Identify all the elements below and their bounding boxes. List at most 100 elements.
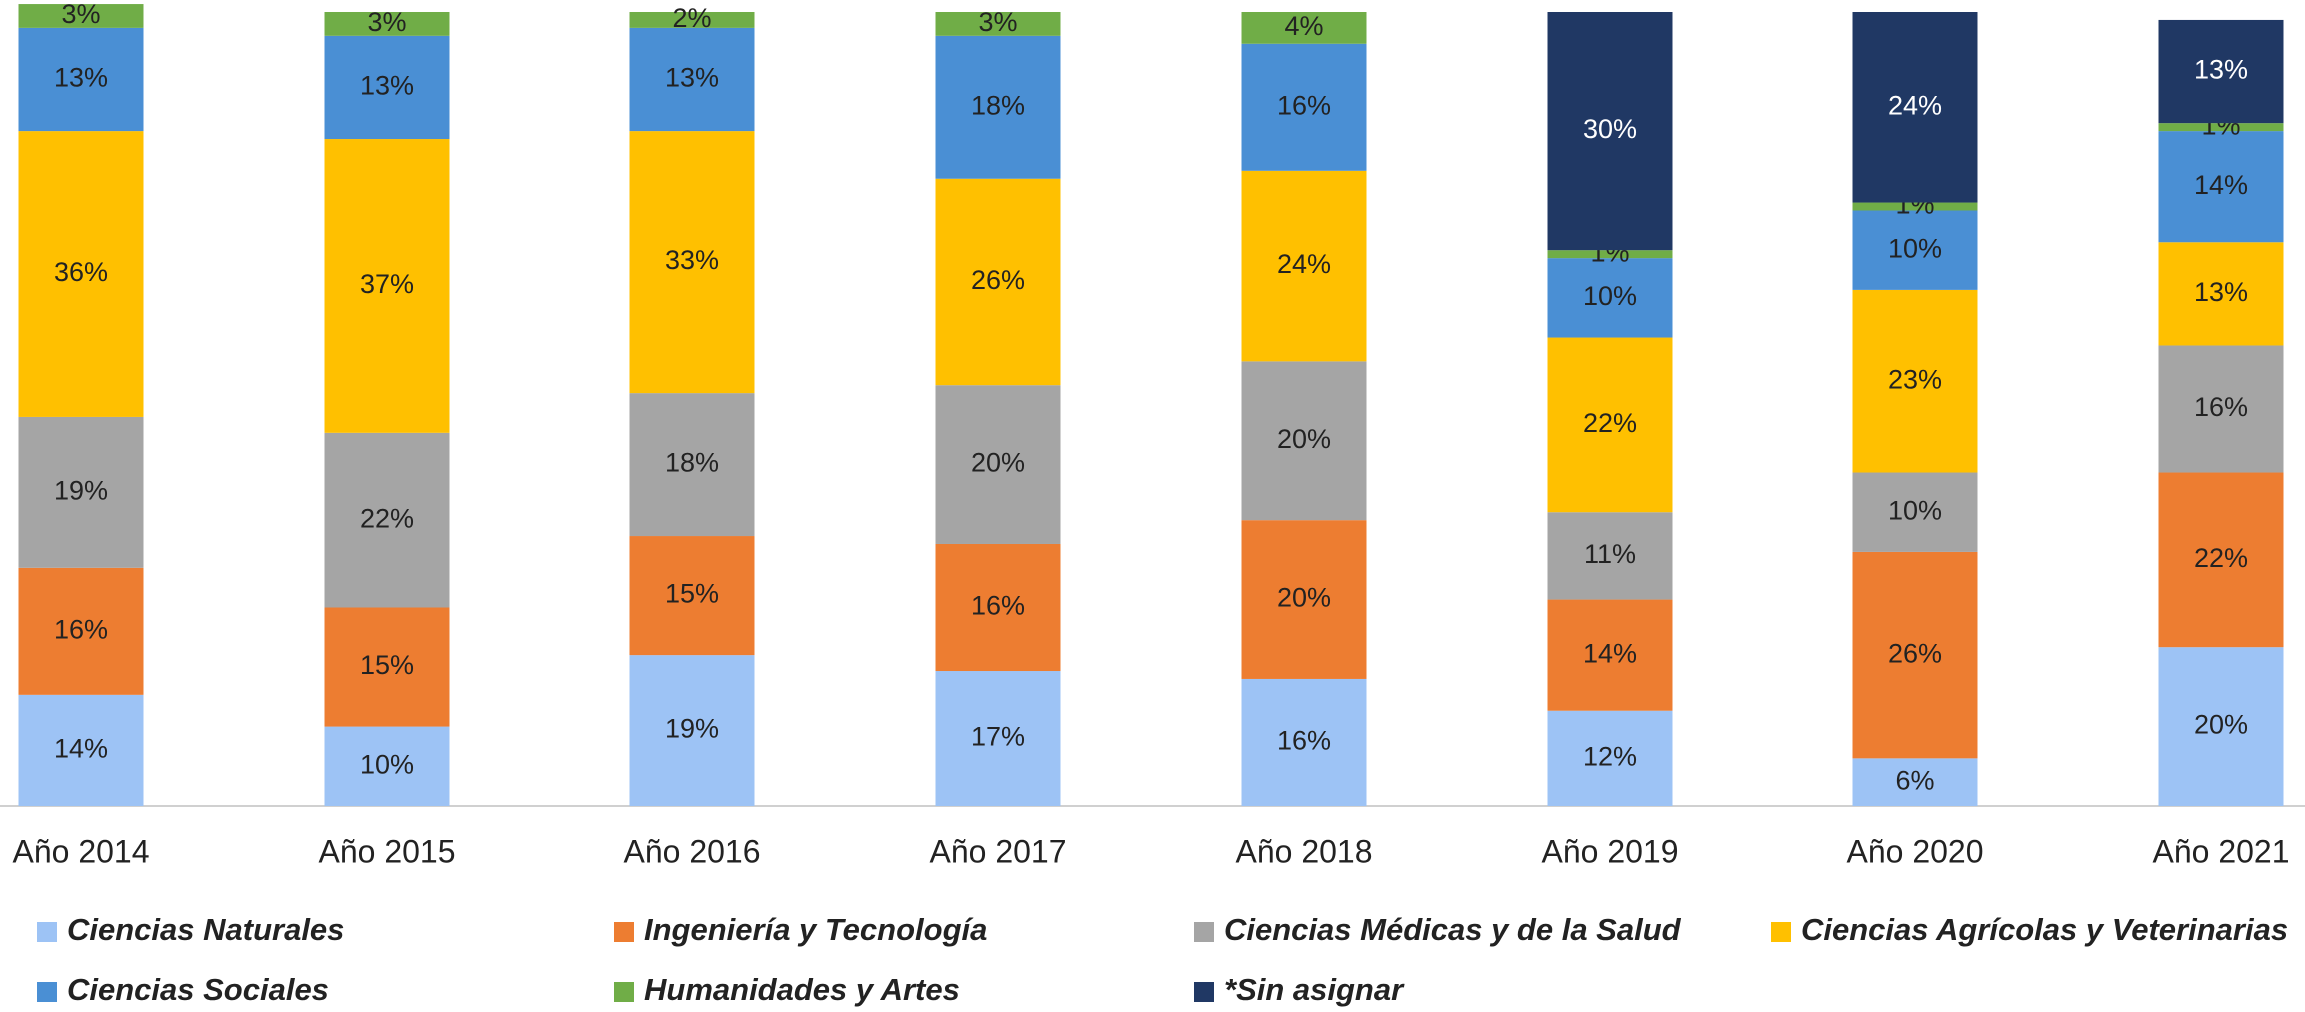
data-label: 20% <box>1277 424 1331 454</box>
bar-segment <box>935 671 1061 806</box>
data-label: 36% <box>54 257 108 287</box>
data-label: 37% <box>360 269 414 299</box>
bar-segment <box>1241 43 1367 171</box>
bar-segment <box>629 12 755 28</box>
bar-segment <box>629 536 755 656</box>
data-label: 3% <box>367 7 406 37</box>
data-label: 16% <box>1277 726 1331 756</box>
bar-segment <box>935 543 1061 672</box>
bar-segment <box>324 12 450 36</box>
data-label: 3% <box>61 0 100 29</box>
legend-swatch <box>37 982 57 1002</box>
data-label: 3% <box>978 7 1017 37</box>
legend-label: Ciencias Sociales <box>67 972 329 1007</box>
legend-label: Ciencias Médicas y de la Salud <box>1224 912 1682 947</box>
legend-swatch <box>1771 922 1791 942</box>
bar-segment <box>629 27 755 132</box>
data-label: 18% <box>665 448 719 478</box>
bar-segment <box>2158 242 2284 346</box>
bar-segment <box>324 432 450 608</box>
legend-label: Ciencias Naturales <box>67 912 344 947</box>
data-label: 22% <box>360 503 414 533</box>
data-label: 19% <box>54 475 108 505</box>
bar-segment <box>1852 202 1978 211</box>
data-label: 22% <box>1583 408 1637 438</box>
legend-swatch <box>614 922 634 942</box>
data-label: 13% <box>2194 55 2248 85</box>
data-label: 6% <box>1895 765 1934 795</box>
data-label: 18% <box>971 90 1025 120</box>
bar-segment <box>629 131 755 394</box>
legend-label: Ingeniería y Tecnología <box>644 912 987 947</box>
data-label: 10% <box>360 749 414 779</box>
bar-segment <box>324 35 450 140</box>
x-tick-label: Año 2017 <box>929 833 1066 869</box>
bar-segment <box>1241 12 1367 44</box>
bar-segment <box>935 385 1061 544</box>
bar-segment <box>1241 678 1367 806</box>
legend-swatch <box>1194 982 1214 1002</box>
bar-segment <box>935 35 1061 179</box>
bar-segment <box>18 567 144 695</box>
data-label: 14% <box>2194 170 2248 200</box>
bar-segment <box>2158 647 2284 806</box>
bar-segment <box>1241 520 1367 679</box>
data-label: 23% <box>1888 364 1942 394</box>
data-label: 15% <box>665 579 719 609</box>
bar-segment <box>629 393 755 537</box>
bar-segment <box>2158 131 2284 243</box>
data-label: 2% <box>672 3 711 33</box>
bar-segment <box>1547 512 1673 600</box>
data-label: 22% <box>2194 543 2248 573</box>
data-label: 24% <box>1277 249 1331 279</box>
bar-segment <box>2158 345 2284 473</box>
data-label: 20% <box>2194 710 2248 740</box>
data-label: 16% <box>54 614 108 644</box>
bar-segment <box>1241 170 1367 362</box>
bar-segment <box>1547 12 1673 251</box>
data-label: 13% <box>2194 277 2248 307</box>
data-label: 13% <box>665 63 719 93</box>
bar-segment <box>2158 123 2284 132</box>
bar-segment <box>1547 250 1673 259</box>
data-label: 12% <box>1583 741 1637 771</box>
x-tick-label: Año 2020 <box>1846 833 1983 869</box>
legend-swatch <box>37 922 57 942</box>
data-label: 33% <box>665 245 719 275</box>
data-label: 11% <box>1584 539 1636 569</box>
data-label: 16% <box>2194 392 2248 422</box>
legend-label: *Sin asignar <box>1224 972 1405 1007</box>
bar-segment <box>18 131 144 417</box>
x-tick-label: Año 2015 <box>318 833 455 869</box>
bar-segment <box>1852 12 1978 203</box>
bar-segment <box>1852 758 1978 806</box>
data-label: 10% <box>1888 495 1942 525</box>
legend-swatch <box>614 982 634 1002</box>
bar-segment <box>1852 551 1978 759</box>
bar-segment <box>1852 472 1978 552</box>
data-label: 16% <box>1277 90 1331 120</box>
bar-segment <box>324 139 450 433</box>
legend-label: Ciencias Agrícolas y Veterinarias <box>1801 912 2288 947</box>
bar-segment <box>1547 258 1673 338</box>
bar-segment <box>18 416 144 568</box>
bar-segment <box>1547 599 1673 711</box>
bar-segment <box>935 12 1061 36</box>
data-label: 16% <box>971 591 1025 621</box>
bar-segment <box>18 694 144 806</box>
x-tick-label: Año 2018 <box>1235 833 1372 869</box>
data-label: 10% <box>1583 281 1637 311</box>
bar-segment <box>18 4 144 28</box>
legend-swatch <box>1194 922 1214 942</box>
bar-segment <box>1241 361 1367 521</box>
bar-segment <box>935 178 1061 386</box>
data-label: 15% <box>360 650 414 680</box>
data-label: 19% <box>665 714 719 744</box>
bar-segment <box>2158 19 2284 124</box>
bar-segment <box>1547 710 1673 806</box>
bar-segment <box>629 655 755 806</box>
legend-label: Humanidades y Artes <box>644 972 960 1007</box>
bar-segment <box>1547 337 1673 513</box>
data-label: 26% <box>1888 638 1942 668</box>
